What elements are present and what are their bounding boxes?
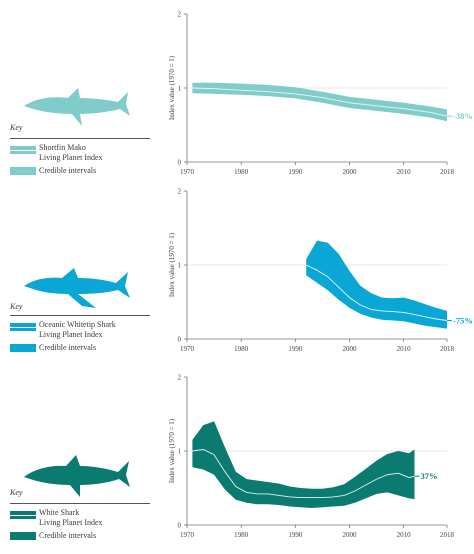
white-index-line xyxy=(192,449,415,499)
white-x-tick-label: 2000 xyxy=(343,531,358,539)
mako-y-tick-label: 1 xyxy=(178,85,182,93)
whitetip-y-tick-label: 1 xyxy=(178,262,182,270)
mako-shark-icon xyxy=(24,88,130,126)
white-ci-swatch xyxy=(10,532,36,540)
mako-y-tick-label: 2 xyxy=(178,11,182,19)
whitetip-key-divider xyxy=(10,315,150,316)
white-ci-label: Credible intervals xyxy=(39,531,97,540)
white-credible-interval-band xyxy=(192,421,415,508)
mako-index-label: Shortfin Mako Living Planet Index xyxy=(39,143,103,162)
mako-index-line xyxy=(192,87,448,117)
whitetip-index-label: Oceanic Whitetip Shark Living Planet Ind… xyxy=(39,320,116,339)
mako-panel: Key Shortfin Mako Living Planet Index Cr… xyxy=(0,0,474,185)
white-y-tick-label: 0 xyxy=(178,522,182,530)
white-key-title: Key xyxy=(10,488,23,497)
white-panel: Key White Shark Living Planet Index Cred… xyxy=(0,365,474,554)
mako-y-axis-label: Index value (1970 = 1) xyxy=(168,55,176,120)
whitetip-key-title: Key xyxy=(10,302,23,311)
white-y-tick-label: 2 xyxy=(178,374,182,382)
whitetip-x-tick-label: 1990 xyxy=(288,345,303,353)
whitetip-x-tick-label: 2018 xyxy=(440,345,455,353)
whitetip-shark-icon xyxy=(24,268,130,308)
mako-y-tick-label: 0 xyxy=(178,159,182,167)
whitetip-panel: Key Oceanic Whitetip Shark Living Planet… xyxy=(0,185,474,365)
mako-x-tick-label: 1990 xyxy=(288,168,303,176)
whitetip-y-tick-label: 2 xyxy=(178,188,182,196)
white-x-tick-label: 1990 xyxy=(288,531,303,539)
whitetip-index-swatch xyxy=(10,323,36,331)
white-x-tick-label: 1970 xyxy=(180,531,195,539)
mako-x-tick-label: 2010 xyxy=(397,168,412,176)
mako-x-tick-label: 2018 xyxy=(440,168,455,176)
whitetip-ci-label: Credible intervals xyxy=(39,343,97,352)
whitetip-x-tick-label: 2010 xyxy=(397,345,412,353)
white-x-tick-label: 1980 xyxy=(234,531,249,539)
white-index-swatch xyxy=(10,511,36,519)
white-key-divider xyxy=(10,503,150,504)
mako-key-title: Key xyxy=(10,123,23,132)
white-change-label: 37% xyxy=(421,471,438,481)
mako-key-divider xyxy=(10,138,150,139)
mako-x-tick-label: 1980 xyxy=(234,168,249,176)
white-y-axis-label: Index value (1970 = 1) xyxy=(168,418,176,483)
whitetip-y-axis-label: Index value (1970 = 1) xyxy=(168,232,176,297)
mako-ci-label: Credible intervals xyxy=(39,166,97,175)
white-shark-icon xyxy=(24,455,130,497)
whitetip-x-tick-label: 2000 xyxy=(343,345,358,353)
mako-x-tick-label: 1970 xyxy=(180,168,195,176)
whitetip-ci-swatch xyxy=(10,344,36,352)
mako-credible-interval-band xyxy=(192,82,447,122)
white-x-tick-label: 2010 xyxy=(397,531,412,539)
whitetip-change-label: -75% xyxy=(453,316,473,326)
white-index-label: White Shark Living Planet Index xyxy=(39,508,103,527)
mako-x-tick-label: 2000 xyxy=(343,168,358,176)
whitetip-x-tick-label: 1970 xyxy=(180,345,195,353)
whitetip-credible-interval-band xyxy=(306,240,447,329)
whitetip-index-line xyxy=(306,264,448,321)
mako-ci-swatch xyxy=(10,167,36,175)
mako-change-label: -38% xyxy=(453,111,473,121)
white-y-tick-label: 1 xyxy=(178,448,182,456)
white-x-tick-label: 2018 xyxy=(440,531,455,539)
whitetip-y-tick-label: 0 xyxy=(178,336,182,344)
mako-index-swatch xyxy=(10,146,36,154)
whitetip-x-tick-label: 1980 xyxy=(234,345,249,353)
